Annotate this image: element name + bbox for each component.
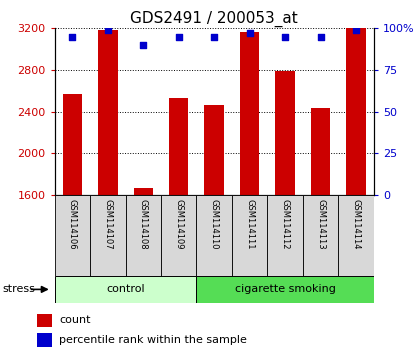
Bar xyxy=(55,195,90,276)
Text: control: control xyxy=(106,284,145,295)
Bar xyxy=(197,195,232,276)
Point xyxy=(353,27,360,33)
Point xyxy=(211,34,218,40)
Text: count: count xyxy=(59,315,91,325)
Bar xyxy=(63,94,82,195)
Text: GSM114114: GSM114114 xyxy=(352,199,360,249)
Point xyxy=(140,42,147,48)
Text: GSM114109: GSM114109 xyxy=(174,199,183,249)
Point xyxy=(317,34,324,40)
Point xyxy=(282,34,289,40)
Text: GSM114106: GSM114106 xyxy=(68,199,77,250)
Title: GDS2491 / 200053_at: GDS2491 / 200053_at xyxy=(130,11,298,27)
Point xyxy=(176,34,182,40)
Bar xyxy=(55,276,197,303)
Text: GSM114110: GSM114110 xyxy=(210,199,219,249)
Bar xyxy=(232,195,268,276)
Text: percentile rank within the sample: percentile rank within the sample xyxy=(59,335,247,345)
Text: stress: stress xyxy=(2,284,35,295)
Bar xyxy=(37,333,52,347)
Point xyxy=(246,30,253,36)
Bar xyxy=(90,195,126,276)
Bar xyxy=(161,195,197,276)
Bar xyxy=(169,98,189,195)
Text: GSM114111: GSM114111 xyxy=(245,199,254,249)
Bar xyxy=(197,276,374,303)
Bar xyxy=(268,195,303,276)
Bar xyxy=(276,71,295,195)
Text: cigarette smoking: cigarette smoking xyxy=(235,284,336,295)
Bar xyxy=(311,108,331,195)
Bar xyxy=(339,195,374,276)
Bar xyxy=(346,28,366,195)
Point xyxy=(69,34,76,40)
Bar xyxy=(240,32,260,195)
Text: GSM114112: GSM114112 xyxy=(281,199,290,249)
Bar xyxy=(98,30,118,195)
Bar xyxy=(37,314,52,327)
Bar xyxy=(126,195,161,276)
Bar xyxy=(303,195,339,276)
Point xyxy=(105,27,111,33)
Bar xyxy=(205,105,224,195)
Text: GSM114108: GSM114108 xyxy=(139,199,148,250)
Text: GSM114107: GSM114107 xyxy=(103,199,112,250)
Text: GSM114113: GSM114113 xyxy=(316,199,325,250)
Bar xyxy=(134,188,153,195)
